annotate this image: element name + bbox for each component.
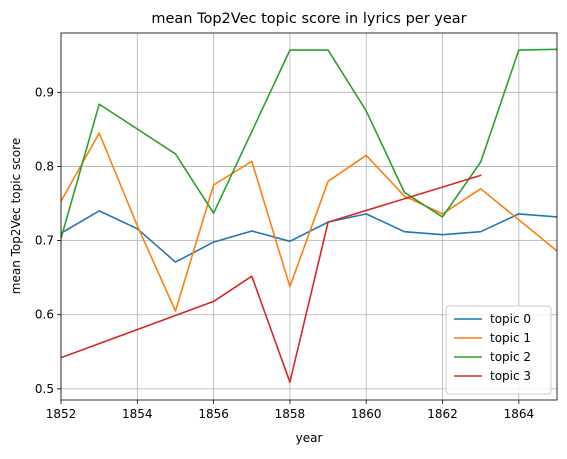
x-tick-label: 1862 <box>427 407 458 421</box>
x-tick-layer: 1852 1854 1856 1858 1860 1862 1864 <box>46 400 534 421</box>
legend-label: topic 1 <box>490 331 531 345</box>
x-tick-label: 1864 <box>504 407 535 421</box>
series-line-topic-1 <box>61 132 557 312</box>
y-tick-layer: 0.5 0.6 0.7 0.8 0.9 <box>35 85 61 396</box>
legend: topic 0 topic 1 topic 2 topic 3 <box>445 305 552 395</box>
y-axis-label: mean Top2Vec topic score <box>9 138 23 294</box>
x-tick-label: 1854 <box>122 407 153 421</box>
x-tick-label: 1856 <box>198 407 229 421</box>
y-tick-label: 0.8 <box>35 159 54 173</box>
legend-label: topic 3 <box>490 369 531 383</box>
x-axis-label: year <box>296 431 323 445</box>
legend-label: topic 2 <box>490 350 531 364</box>
legend-frame <box>445 305 552 395</box>
series-layer <box>61 48 557 384</box>
y-tick-label: 0.7 <box>35 234 54 248</box>
y-tick-label: 0.9 <box>35 85 54 99</box>
y-tick-label: 0.6 <box>35 308 54 322</box>
x-tick-label: 1858 <box>275 407 306 421</box>
plot-area-frame <box>60 32 558 401</box>
y-tick-label: 0.5 <box>35 382 54 396</box>
series-line-topic-3 <box>61 174 482 384</box>
series-line-topic-0 <box>61 210 557 263</box>
chart-title: mean Top2Vec topic score in lyrics per y… <box>151 11 466 27</box>
x-tick-label: 1852 <box>46 407 77 421</box>
series-line-topic-2 <box>61 48 557 240</box>
x-tick-label: 1860 <box>351 407 382 421</box>
legend-label: topic 0 <box>490 312 531 326</box>
